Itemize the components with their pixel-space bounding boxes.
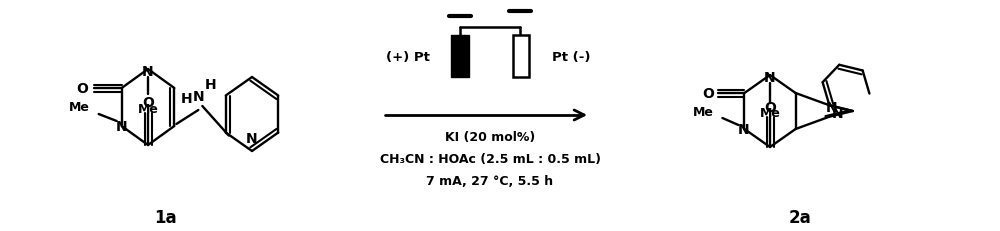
Text: N: N	[193, 90, 204, 103]
Text: O: O	[764, 100, 776, 115]
Text: N: N	[738, 122, 749, 137]
Bar	[513, 36, 529, 78]
Text: O: O	[142, 96, 154, 109]
Text: Me: Me	[138, 103, 158, 116]
Text: Me: Me	[693, 106, 714, 119]
Text: H: H	[205, 78, 216, 92]
Text: N: N	[246, 131, 258, 145]
Text: N: N	[832, 107, 843, 121]
Text: 1a: 1a	[154, 208, 176, 226]
Text: (+) Pt: (+) Pt	[386, 50, 430, 63]
Text: N: N	[116, 119, 127, 134]
Text: N: N	[142, 65, 154, 79]
Bar	[451, 36, 469, 78]
Text: H: H	[181, 92, 192, 106]
Text: N: N	[826, 100, 837, 114]
Text: Me: Me	[760, 107, 780, 120]
Text: 2a: 2a	[789, 208, 811, 226]
Text: Me: Me	[69, 101, 90, 114]
Text: 7 mA, 27 °C, 5.5 h: 7 mA, 27 °C, 5.5 h	[426, 175, 554, 188]
Text: KI (20 mol%): KI (20 mol%)	[445, 131, 535, 144]
Text: O: O	[77, 82, 89, 96]
Text: O: O	[702, 87, 714, 100]
Text: CH₃CN : HOAc (2.5 mL : 0.5 mL): CH₃CN : HOAc (2.5 mL : 0.5 mL)	[380, 153, 600, 166]
Text: Pt (-): Pt (-)	[552, 50, 590, 63]
Text: N: N	[764, 71, 776, 85]
